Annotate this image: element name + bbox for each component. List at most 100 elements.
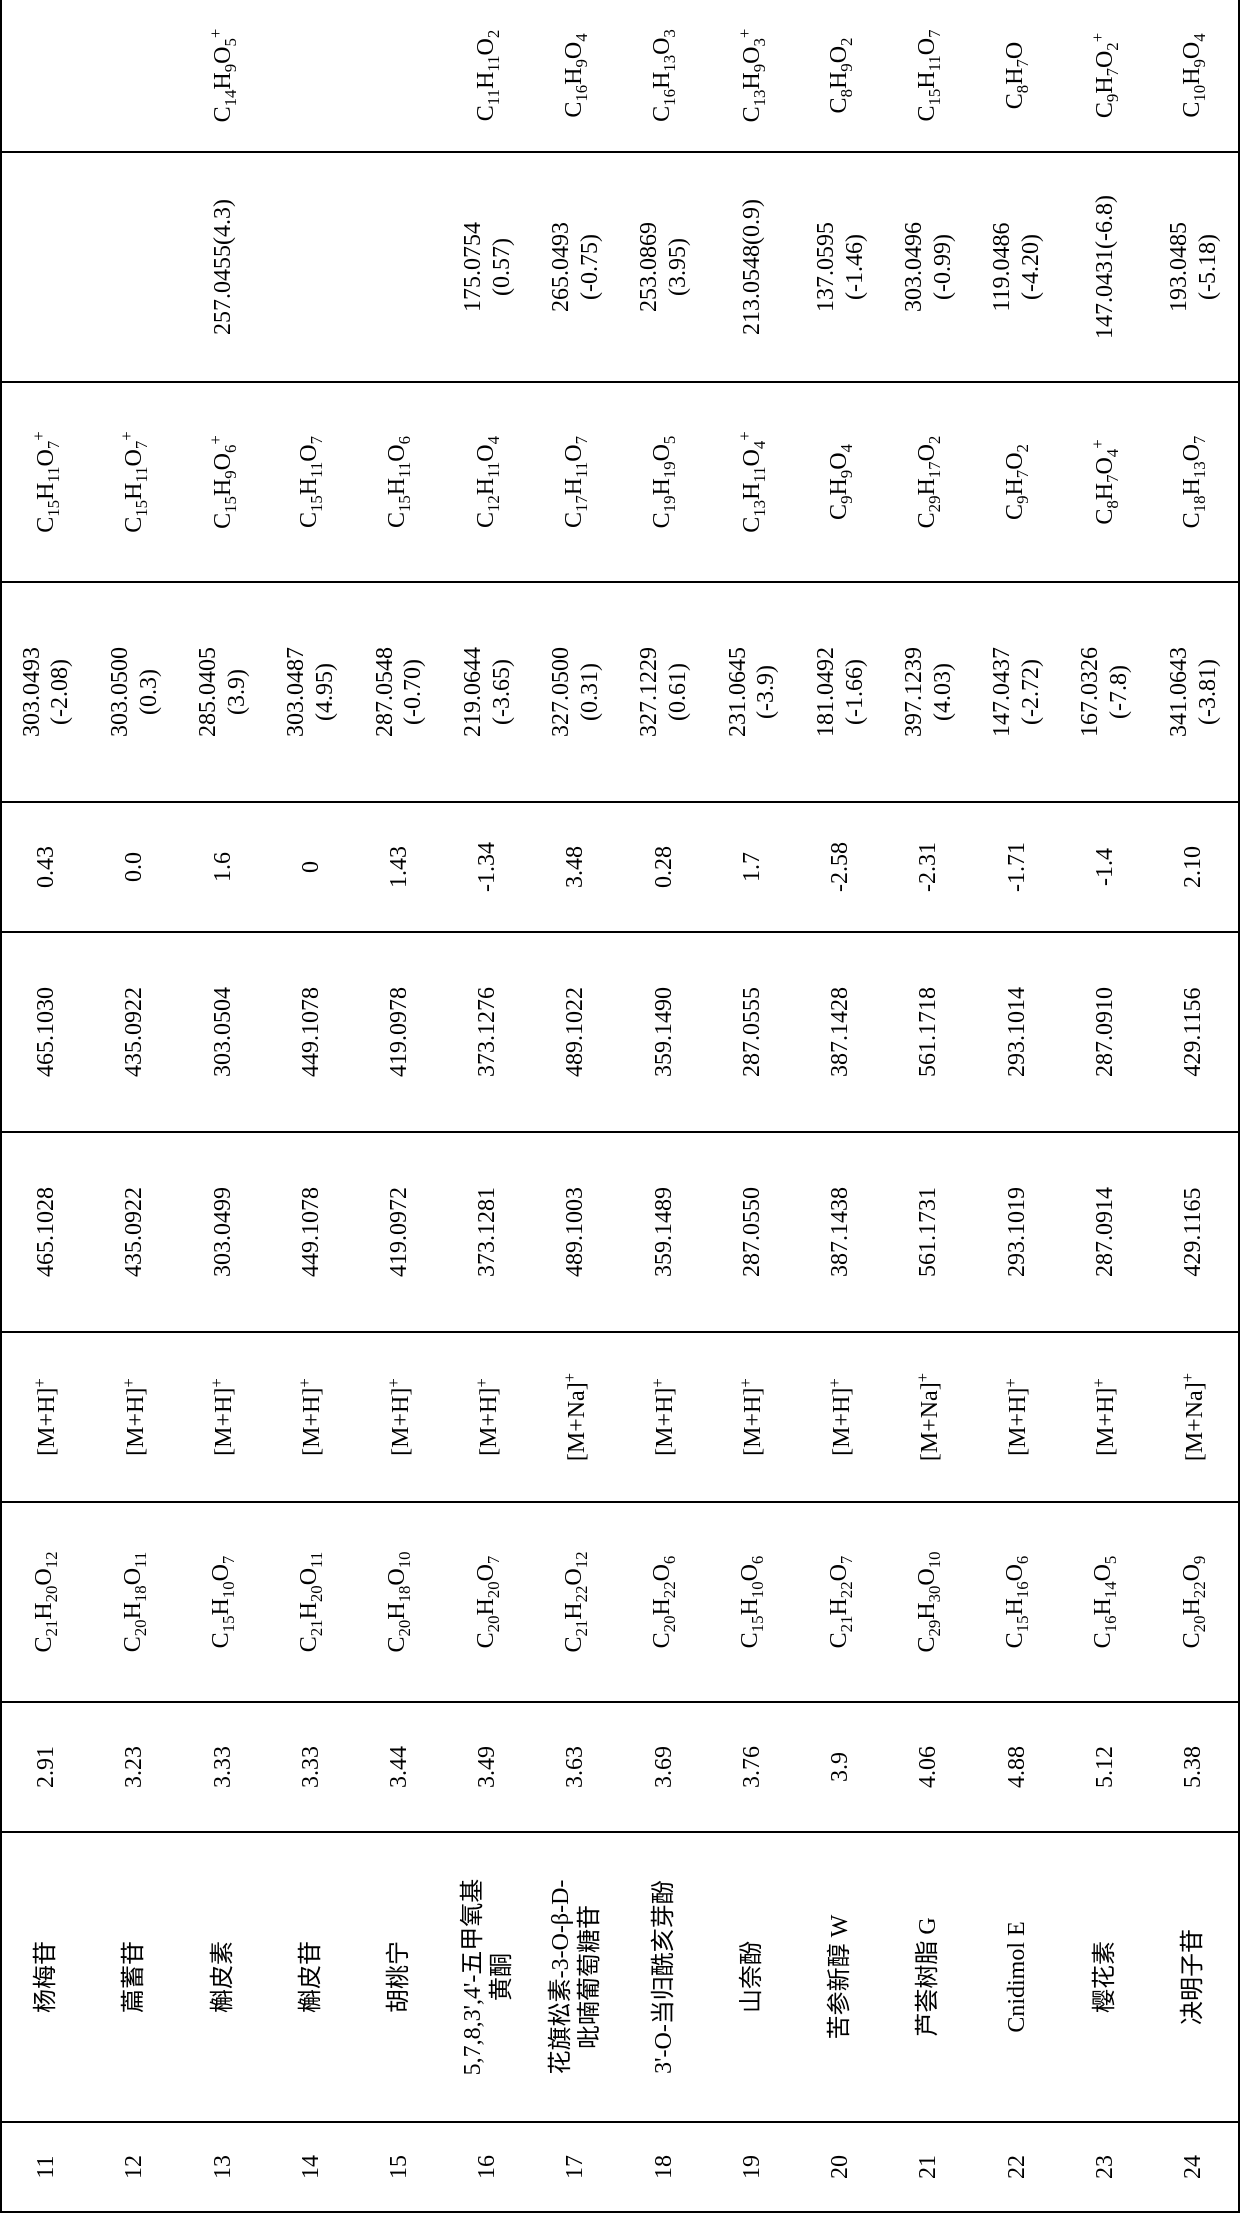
cell-adduct: [M+H]+ — [973, 1332, 1061, 1502]
cell-rt: 4.06 — [885, 1702, 973, 1832]
compound-table: 11杨梅苷2.91C21H20O12[M+H]+465.1028465.1030… — [0, 0, 1240, 2213]
cell-mz-obs: 287.0550 — [708, 1132, 796, 1332]
cell-name: 5,7,8,3',4'-五甲氧基黄酮 — [444, 1832, 532, 2122]
cell-index: 12 — [91, 2122, 179, 2212]
cell-adduct: [M+H]+ — [620, 1332, 708, 1502]
cell-mf: C15H10O7 — [179, 1502, 267, 1702]
cell-ppm: 1.6 — [179, 802, 267, 932]
cell-ppm: -1.34 — [444, 802, 532, 932]
cell-name: 杨梅苷 — [1, 1832, 91, 2122]
cell-frag2: 147.0431(-6.8) — [1061, 152, 1149, 382]
cell-index: 13 — [179, 2122, 267, 2212]
cell-ppm: 2.10 — [1149, 802, 1239, 932]
cell-mz-theo: 287.0555 — [708, 932, 796, 1132]
table-row: 23樱花素5.12C16H14O5[M+H]+287.0914287.0910-… — [1061, 0, 1149, 2212]
cell-frag2: 257.0455(4.3) — [179, 152, 267, 382]
table-row: 20苦参新醇 W3.9C21H22O7[M+H]+387.1438387.142… — [796, 0, 884, 2212]
cell-frag2f: C10H9O4 — [1149, 0, 1239, 152]
cell-name: 樱花素 — [1061, 1832, 1149, 2122]
cell-index: 21 — [885, 2122, 973, 2212]
cell-frag1f: C15H11O7 — [267, 382, 355, 582]
cell-adduct: [M+Na]+ — [1149, 1332, 1239, 1502]
cell-adduct: [M+H]+ — [355, 1332, 443, 1502]
cell-name: 花旗松素-3-O-β-D-吡喃葡萄糖苷 — [532, 1832, 620, 2122]
cell-mz-obs: 489.1003 — [532, 1132, 620, 1332]
cell-mz-obs: 429.1165 — [1149, 1132, 1239, 1332]
cell-mf: C20H20O7 — [444, 1502, 532, 1702]
cell-frag2f: C9H7O2+ — [1061, 0, 1149, 152]
cell-frag1: 303.0500(0.3) — [91, 582, 179, 802]
cell-frag2f: C14H9O5+ — [179, 0, 267, 152]
cell-frag2f — [1, 0, 91, 152]
cell-adduct: [M+H]+ — [444, 1332, 532, 1502]
cell-frag2: 265.0493(-0.75) — [532, 152, 620, 382]
cell-frag1f: C15H11O7+ — [1, 382, 91, 582]
cell-mf: C21H22O12 — [532, 1502, 620, 1702]
cell-ppm: 0 — [267, 802, 355, 932]
cell-mz-obs: 287.0914 — [1061, 1132, 1149, 1332]
cell-frag2: 119.0486(-4.20) — [973, 152, 1061, 382]
cell-adduct: [M+H]+ — [796, 1332, 884, 1502]
cell-rt: 3.63 — [532, 1702, 620, 1832]
cell-rt: 3.76 — [708, 1702, 796, 1832]
cell-adduct: [M+H]+ — [1061, 1332, 1149, 1502]
cell-adduct: [M+H]+ — [1, 1332, 91, 1502]
cell-rt: 4.88 — [973, 1702, 1061, 1832]
cell-mf: C20H22O9 — [1149, 1502, 1239, 1702]
cell-frag2 — [355, 152, 443, 382]
cell-frag2f: C13H9O3+ — [708, 0, 796, 152]
cell-rt: 3.49 — [444, 1702, 532, 1832]
cell-mz-obs: 449.1078 — [267, 1132, 355, 1332]
cell-name: 槲皮素 — [179, 1832, 267, 2122]
cell-mf: C21H20O11 — [267, 1502, 355, 1702]
cell-mf: C29H30O10 — [885, 1502, 973, 1702]
cell-frag1f: C13H11O4+ — [708, 382, 796, 582]
cell-frag1f: C15H11O7+ — [91, 382, 179, 582]
cell-frag1f: C12H11O4 — [444, 382, 532, 582]
cell-frag1: 147.0437(-2.72) — [973, 582, 1061, 802]
table-row: 15胡桃宁3.44C20H18O10[M+H]+419.0972419.0978… — [355, 0, 443, 2212]
cell-adduct: [M+H]+ — [267, 1332, 355, 1502]
cell-mz-theo: 561.1718 — [885, 932, 973, 1132]
cell-adduct: [M+H]+ — [179, 1332, 267, 1502]
cell-frag1f: C15H11O6 — [355, 382, 443, 582]
table-row: 14槲皮苷3.33C21H20O11[M+H]+449.1078449.1078… — [267, 0, 355, 2212]
cell-index: 14 — [267, 2122, 355, 2212]
cell-index: 20 — [796, 2122, 884, 2212]
cell-mz-theo: 465.1030 — [1, 932, 91, 1132]
table-row: 13槲皮素3.33C15H10O7[M+H]+303.0499303.05041… — [179, 0, 267, 2212]
table-row: 19山奈酚3.76C15H10O6[M+H]+287.0550287.05551… — [708, 0, 796, 2212]
table-row: 12萹蓄苷3.23C20H18O11[M+H]+435.0922435.0922… — [91, 0, 179, 2212]
cell-ppm: -1.71 — [973, 802, 1061, 932]
cell-mz-theo: 287.0910 — [1061, 932, 1149, 1132]
cell-name: 3'-O-当归酰亥芽酚 — [620, 1832, 708, 2122]
table-row: 165,7,8,3',4'-五甲氧基黄酮3.49C20H20O7[M+H]+37… — [444, 0, 532, 2212]
cell-rt: 3.23 — [91, 1702, 179, 1832]
cell-mz-theo: 435.0922 — [91, 932, 179, 1132]
cell-name: Cnidimol E — [973, 1832, 1061, 2122]
cell-ppm: 0.28 — [620, 802, 708, 932]
cell-frag1: 219.0644(-3.65) — [444, 582, 532, 802]
cell-name: 萹蓄苷 — [91, 1832, 179, 2122]
cell-frag1: 231.0645(-3.9) — [708, 582, 796, 802]
cell-mz-obs: 293.1019 — [973, 1132, 1061, 1332]
cell-rt: 3.9 — [796, 1702, 884, 1832]
cell-frag2f: C8H9O2 — [796, 0, 884, 152]
cell-frag2f: C15H11O7 — [885, 0, 973, 152]
cell-mz-theo: 359.1490 — [620, 932, 708, 1132]
cell-mz-theo: 303.0504 — [179, 932, 267, 1132]
cell-frag2: 193.0485(-5.18) — [1149, 152, 1239, 382]
cell-ppm: 3.48 — [532, 802, 620, 932]
cell-rt: 5.38 — [1149, 1702, 1239, 1832]
cell-ppm: 0.43 — [1, 802, 91, 932]
cell-mz-obs: 387.1438 — [796, 1132, 884, 1332]
cell-rt: 3.33 — [267, 1702, 355, 1832]
cell-mz-obs: 303.0499 — [179, 1132, 267, 1332]
cell-frag2f: C16H13O3 — [620, 0, 708, 152]
cell-ppm: 1.43 — [355, 802, 443, 932]
cell-frag1: 397.1239(4.03) — [885, 582, 973, 802]
cell-index: 23 — [1061, 2122, 1149, 2212]
cell-frag1: 327.1229(0.61) — [620, 582, 708, 802]
cell-mz-theo: 387.1428 — [796, 932, 884, 1132]
cell-frag1: 181.0492(-1.66) — [796, 582, 884, 802]
